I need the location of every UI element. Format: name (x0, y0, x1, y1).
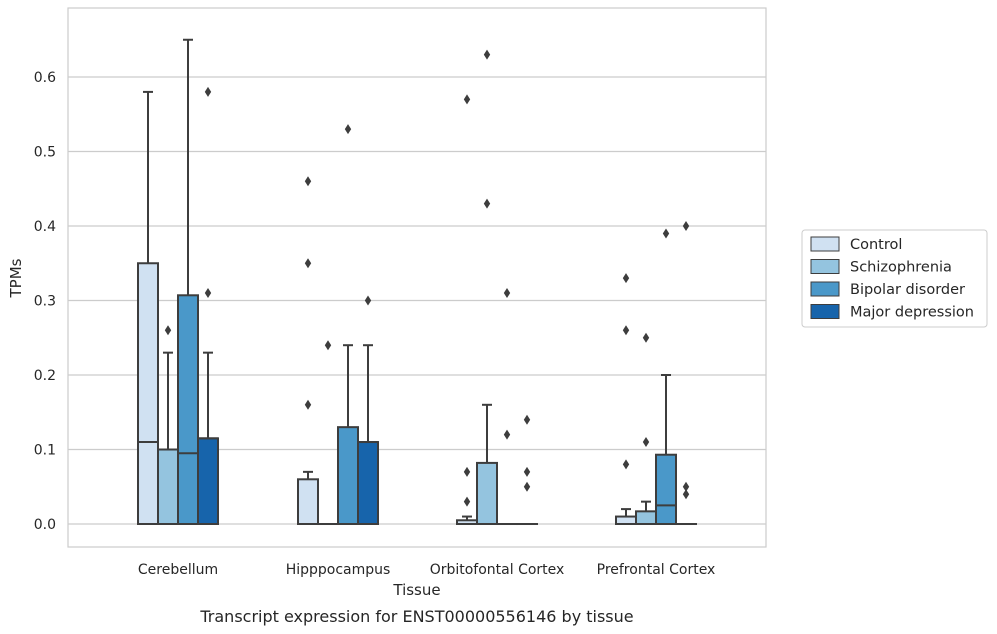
outlier-point (622, 273, 630, 284)
legend-swatch (810, 281, 840, 297)
legend-label: Major depression (850, 305, 974, 321)
outlier-point (463, 496, 471, 507)
outlier-point (503, 429, 511, 440)
legend-swatch (810, 304, 840, 319)
box-body (157, 448, 179, 525)
x-tick-label: Cerebellum (138, 562, 218, 578)
legend-label: Control (850, 237, 902, 253)
legend-label: Bipolar disorder (850, 282, 965, 298)
box-2-0 (177, 38, 199, 525)
box-1-2 (476, 49, 498, 526)
outlier-point (523, 466, 531, 477)
box-body (476, 461, 498, 526)
outlier-point (503, 288, 511, 299)
outlier-point (642, 332, 650, 343)
outlier-point (483, 49, 491, 60)
box-0-1 (297, 176, 319, 525)
box-2-1 (337, 124, 359, 525)
y-tick-label: 0.5 (34, 145, 56, 161)
outlier-point (523, 481, 531, 492)
legend-frame (801, 229, 988, 328)
box-body (297, 478, 319, 525)
outlier-point (304, 399, 312, 410)
y-tick-label: 0.6 (34, 70, 56, 86)
legend-swatch (810, 236, 840, 252)
box-body (655, 453, 677, 525)
chart-caption: Transcript expression for ENST0000055614… (199, 607, 633, 626)
box-3-2 (516, 414, 538, 526)
box-body (635, 510, 657, 525)
box-body (197, 437, 219, 526)
box-3-3 (675, 221, 697, 526)
box-body (337, 426, 359, 525)
legend-swatch (810, 259, 840, 274)
outlier-point (622, 325, 630, 336)
x-axis-ticks: Cerebellum Hipppocampus Orbitofontal Corte… (138, 562, 715, 578)
x-tick-label: Orbitofontal Cortex (430, 562, 565, 578)
outlier-point (304, 176, 312, 187)
outlier-point (682, 481, 690, 492)
box-body (137, 262, 159, 525)
outlier-point (622, 459, 630, 470)
outlier-point (164, 325, 172, 336)
box-3-0 (197, 86, 219, 526)
y-axis-ticks: 0.0 0.1 0.2 0.3 0.4 0.5 0.6 (34, 70, 56, 533)
legend: Control Schizophrenia Bipolar disorder Majo… (801, 229, 988, 328)
legend-label: Schizophrenia (850, 260, 952, 276)
x-tick-label: Prefrontal Cortex (597, 562, 716, 578)
x-axis-label: Tissue (392, 581, 440, 599)
outlier-point (682, 489, 690, 500)
y-axis-label: TPMs (7, 258, 25, 298)
outlier-point (304, 258, 312, 269)
outlier-point (483, 198, 491, 209)
x-tick-label: Hipppocampus (286, 562, 391, 578)
outlier-point (682, 221, 690, 231)
box-2-2 (496, 288, 518, 526)
box-0-0 (137, 90, 159, 525)
box-body (177, 294, 199, 525)
outlier-point (204, 86, 212, 97)
outlier-point (204, 288, 212, 299)
outlier-point (324, 340, 332, 351)
outlier-point (344, 124, 352, 135)
outlier-point (463, 466, 471, 477)
y-tick-label: 0.1 (34, 443, 56, 459)
outlier-point (364, 295, 372, 306)
outlier-point (642, 437, 650, 448)
box-0-2 (456, 94, 478, 526)
box-series (137, 38, 697, 526)
box-3-1 (357, 295, 379, 525)
box-2-3 (655, 228, 677, 525)
y-tick-label: 0.0 (34, 517, 56, 533)
y-tick-label: 0.4 (34, 219, 56, 235)
y-tick-label: 0.2 (34, 368, 56, 384)
box-body (357, 441, 379, 525)
y-tick-label: 0.3 (34, 294, 56, 310)
outlier-point (463, 94, 471, 105)
box-1-3 (635, 332, 657, 525)
outlier-point (662, 228, 670, 239)
outlier-point (523, 414, 531, 425)
box-body (615, 515, 637, 525)
